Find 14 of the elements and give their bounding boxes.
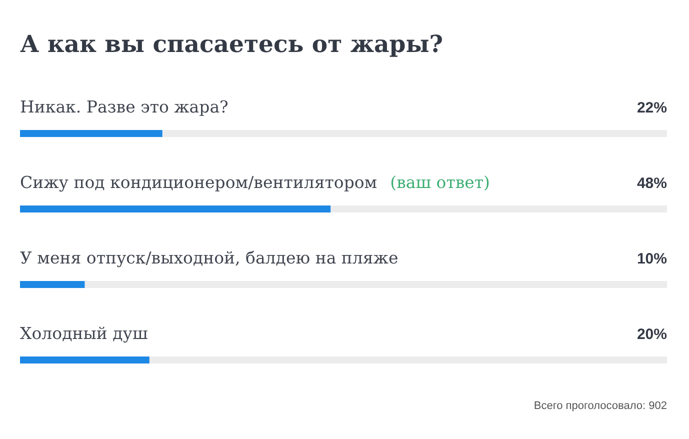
data-label: 10%: [636, 250, 667, 268]
y-tick-label: У меня отпуск/выходной, балдею на пляже: [20, 248, 398, 268]
data-label: 48%: [636, 175, 667, 192]
data-label: 20%: [636, 326, 667, 343]
y-tick-label: Сижу под кондиционером/вентилятором: [20, 173, 378, 192]
text: Всего проголосовало: 902: [534, 399, 667, 414]
chart-title: А как вы спасаетесь от жары?: [20, 29, 444, 60]
annotation: (ваш ответ): [390, 173, 490, 192]
data-label: 22%: [636, 100, 667, 116]
y-tick-label: Холодный душ: [20, 324, 148, 343]
bar: [20, 356, 150, 364]
y-tick-label: Никак. Разве это жара?: [20, 98, 229, 116]
bar: [20, 130, 162, 137]
bar: [20, 281, 85, 288]
